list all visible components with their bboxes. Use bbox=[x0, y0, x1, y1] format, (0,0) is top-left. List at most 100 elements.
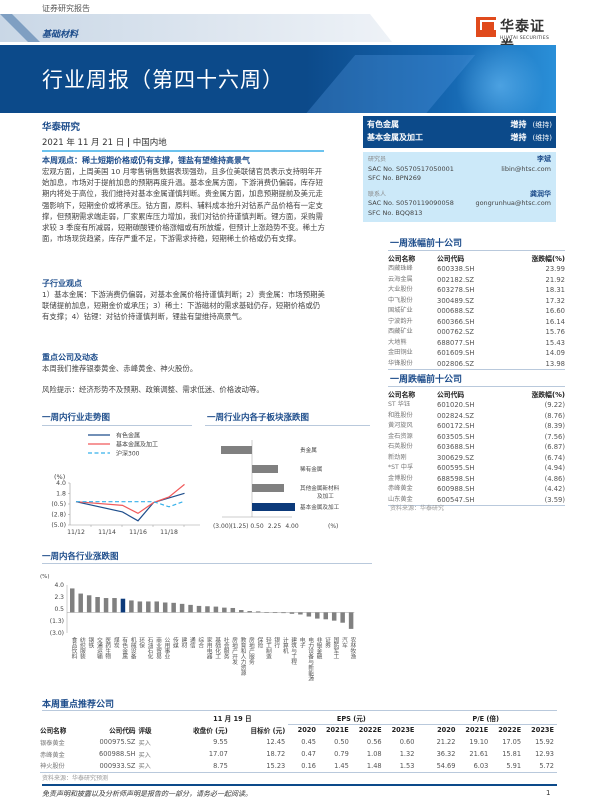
table-cell: 0.79 bbox=[334, 750, 349, 758]
category-label: 电子 bbox=[298, 637, 305, 648]
table-header: 公司名称 公司代码 涨跌幅(%) bbox=[388, 388, 565, 400]
y-tick-label: 4.0 bbox=[54, 582, 64, 589]
table-cell: 12.45 bbox=[266, 738, 286, 746]
table-cell: 1.45 bbox=[318, 760, 352, 773]
column-header: 2020 bbox=[297, 726, 316, 735]
table-row: 大业股份 603278.SH 18.31 bbox=[388, 285, 565, 296]
logo-mark-icon bbox=[476, 17, 496, 37]
rating-value: 增持 bbox=[510, 133, 527, 142]
divider bbox=[205, 425, 370, 426]
page-number: 1 bbox=[546, 789, 551, 797]
y-tick-label: 0.5 bbox=[54, 606, 64, 613]
divider bbox=[42, 710, 557, 711]
company-code: 600595.SH bbox=[437, 464, 475, 472]
table-row: 云海金属 002182.SZ 21.92 bbox=[388, 275, 565, 286]
company-code: 002806.SZ bbox=[437, 358, 505, 370]
gainers-table: 公司名称 公司代码 涨跌幅(%) 西藏珠峰 600338.SH 23.99 云海金属 0021… bbox=[388, 252, 565, 370]
table-cell: 神火股份 bbox=[40, 760, 90, 773]
sub-industry-heading: 子行业观点 bbox=[42, 279, 82, 288]
table-cell: 000975.SZ bbox=[99, 738, 136, 746]
table-cell: 1.53 bbox=[384, 760, 418, 773]
column-header: 涨跌幅(%) bbox=[531, 391, 565, 399]
column-header: 目标价 (元) bbox=[250, 727, 286, 735]
divider bbox=[42, 150, 324, 152]
divider bbox=[42, 425, 192, 426]
table-row: 西藏矿业 000762.SZ 15.76 bbox=[388, 327, 565, 338]
company-code: 002824.SZ bbox=[437, 411, 475, 420]
category-label: 教育和人力资源 bbox=[239, 637, 245, 676]
analyst-email[interactable]: libin@htsc.com bbox=[501, 164, 551, 173]
bar bbox=[298, 612, 303, 615]
y-tick-label: (3.0) bbox=[50, 630, 64, 637]
table-cell: 5.91 bbox=[491, 760, 525, 773]
gainers-title: 一周涨幅前十公司 bbox=[390, 239, 463, 249]
bar bbox=[162, 602, 168, 613]
table-cell: 0.50 bbox=[334, 738, 349, 746]
table-cell: 0.56 bbox=[366, 738, 382, 746]
column-header: 公司名称 bbox=[388, 255, 416, 263]
recommend-title: 本周重点推荐公司 bbox=[42, 700, 115, 710]
footer-rule bbox=[42, 784, 557, 786]
table-row: 黄河旋风 600172.SH (8.39) bbox=[388, 421, 565, 432]
company-name: 和胜股份 bbox=[388, 411, 413, 419]
category-label: 公用事业 bbox=[162, 637, 169, 659]
column-header: 评级 bbox=[138, 727, 152, 735]
view-text: 宏观方面，上周美国 10 月零售销售数据表现强劲，且多位美联储官员表示支持明年开… bbox=[42, 167, 325, 244]
change-pct: (4.86) bbox=[544, 474, 565, 483]
company-code: 601020.SH bbox=[437, 401, 475, 409]
y-tick-label: 1.8 bbox=[56, 491, 66, 498]
category-label: 国防军工 bbox=[331, 637, 338, 659]
table-cell: 0.47 bbox=[301, 750, 316, 758]
change-pct: (4.94) bbox=[544, 464, 565, 472]
table-cell: 15.23 bbox=[230, 760, 289, 773]
bar bbox=[230, 607, 236, 613]
bar bbox=[281, 612, 286, 614]
table-cell: 买入 bbox=[138, 760, 180, 773]
rating-row: 基本金属及加工 增持 (维持) bbox=[367, 131, 552, 144]
category-label: 建筑与工程 bbox=[289, 637, 296, 665]
x-tick-label: 2.25 bbox=[268, 523, 282, 530]
category-label: 医药生物 bbox=[103, 637, 110, 659]
category-label: 证券 bbox=[323, 637, 330, 648]
bar bbox=[252, 503, 295, 511]
category-label: 轻工制造 bbox=[264, 637, 271, 659]
category-label: 保险 bbox=[255, 637, 262, 648]
category-label: 传媒 bbox=[171, 637, 178, 648]
change-pct: (4.42) bbox=[544, 485, 565, 493]
rating-value: 增持 bbox=[510, 120, 527, 129]
column-header: 2021E bbox=[465, 726, 489, 735]
x-tick-label: (3.00) bbox=[213, 523, 231, 530]
category-label: 纺织服装 bbox=[78, 637, 85, 659]
column-header: 公司名称 bbox=[388, 391, 416, 399]
category-label: 贵金属 bbox=[300, 446, 317, 454]
logo-subtext: HUATAI SECURITIES bbox=[500, 36, 550, 41]
company-name: 新劲刚 bbox=[388, 453, 407, 461]
category-label: 基础化工 bbox=[213, 637, 220, 659]
pe-group: P/E (倍) bbox=[417, 712, 557, 725]
y-tick-label: (5.0) bbox=[51, 522, 66, 529]
table-cell: 6.03 bbox=[458, 760, 492, 773]
change-pct: (8.76) bbox=[544, 411, 565, 420]
table-cell: 1.32 bbox=[399, 750, 415, 758]
column-header: 公司代码 bbox=[109, 727, 136, 735]
analyst-email[interactable]: gongrunhua@htsc.com bbox=[475, 199, 551, 207]
company-code: 601609.SH bbox=[437, 349, 475, 357]
bar bbox=[252, 465, 278, 473]
rating-box: 有色金属 增持 (维持) 基本金属及加工 增持 (维持) bbox=[363, 116, 556, 148]
change-pct: (3.59) bbox=[504, 494, 565, 506]
recommend-source: 资料来源：华泰研究预测 bbox=[42, 775, 109, 782]
company-code: 600172.SH bbox=[437, 422, 475, 430]
x-tick-label: 11/16 bbox=[129, 529, 147, 536]
column-header: 2020 bbox=[437, 726, 456, 735]
date-group: 11 月 19 日 bbox=[213, 715, 252, 723]
company-code: 600988.SH bbox=[437, 485, 475, 493]
analyst-name: 李斌 bbox=[537, 155, 551, 163]
bar bbox=[78, 593, 83, 613]
bar bbox=[129, 600, 134, 613]
company-name: ST 华钰 bbox=[388, 401, 411, 408]
table-row: 金石资源 603505.SH (7.56) bbox=[388, 432, 565, 443]
table-cell: 1.48 bbox=[351, 760, 385, 773]
bar bbox=[289, 612, 295, 614]
bar bbox=[331, 612, 337, 621]
